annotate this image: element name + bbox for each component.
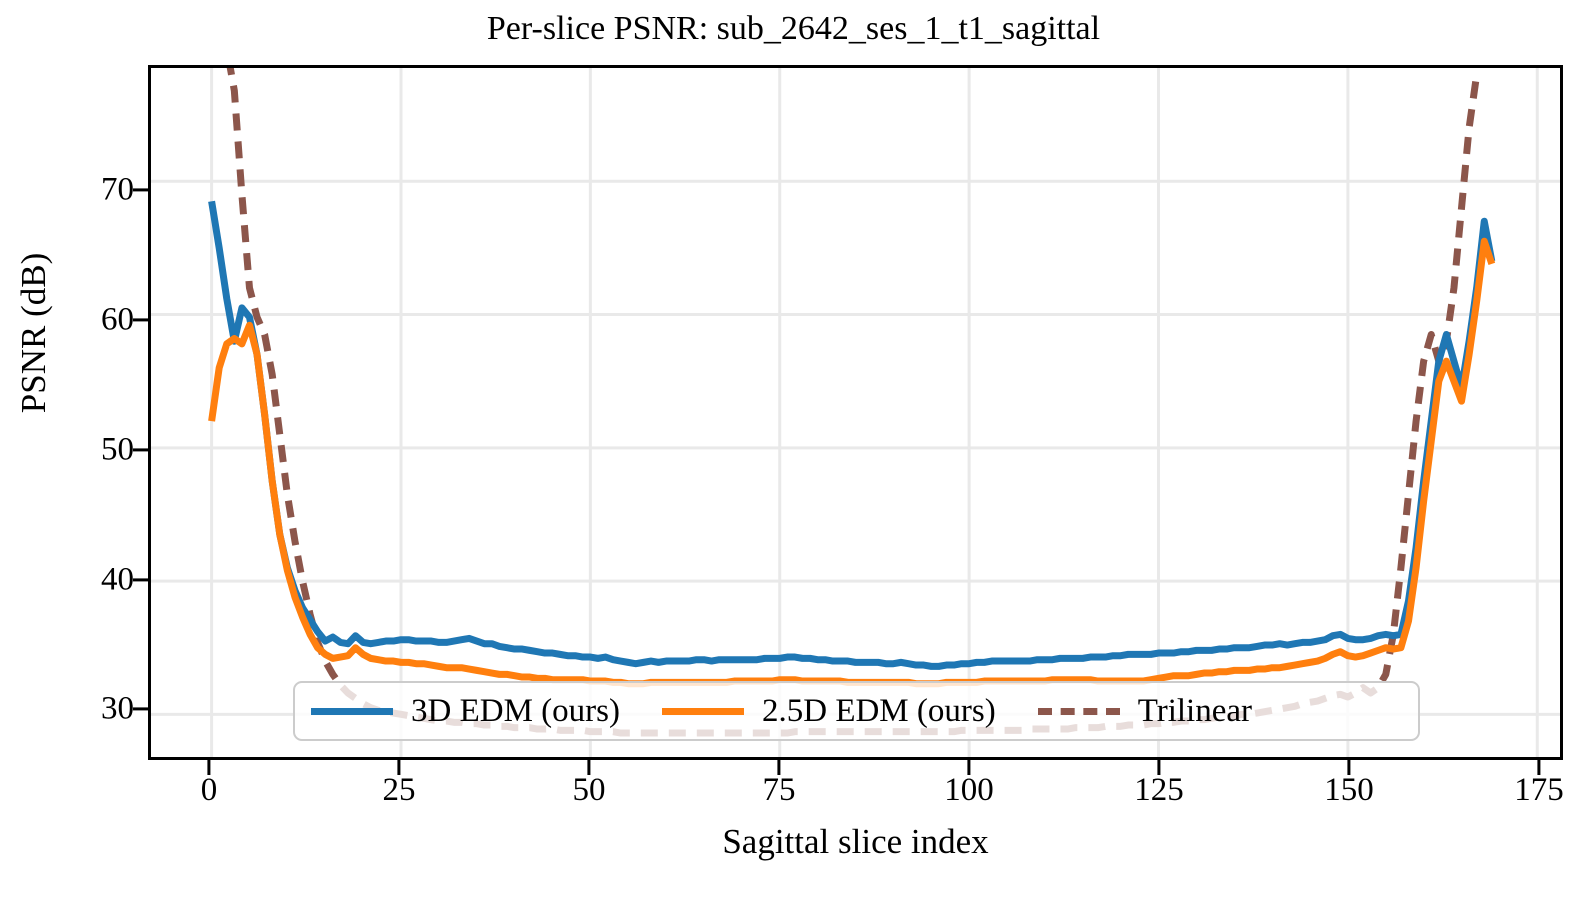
- y-tick-label-70: 70: [101, 171, 134, 208]
- legend-dashed-swatch-icon: [1037, 707, 1120, 715]
- y-tick-mark: [133, 188, 148, 192]
- data-series-layer: [208, 68, 1496, 737]
- legend-label: 2.5D EDM (ours): [761, 692, 996, 729]
- series-plot: [151, 68, 1560, 757]
- legend-entry-trilinear: Trilinear: [1037, 692, 1252, 730]
- x-axis-label: Sagittal slice index: [722, 822, 989, 861]
- x-tick-mark: [777, 760, 781, 775]
- legend-label: Trilinear: [1137, 692, 1252, 729]
- legend-line-swatch-icon: [311, 707, 393, 715]
- legend: 3D EDM (ours) 2.5D EDM (ours) Trilinear: [293, 681, 1420, 741]
- x-tick-label-100: 100: [944, 772, 994, 808]
- page-title: Per-slice PSNR: sub_2642_ses_1_t1_sagitt…: [486, 10, 1101, 47]
- x-tick-mark: [1347, 760, 1351, 775]
- legend-line-swatch-icon: [661, 707, 744, 715]
- x-tick-mark: [967, 760, 971, 775]
- y-tick-mark: [133, 448, 148, 452]
- legend-entry-3d-edm: 3D EDM (ours): [311, 693, 620, 730]
- series-line: [208, 237, 1496, 688]
- plot-area: [148, 65, 1563, 760]
- x-tick-label-75: 75: [762, 772, 796, 808]
- x-tick-mark: [1537, 760, 1541, 775]
- y-tick-mark: [133, 318, 148, 322]
- x-tick-label-175: 175: [1514, 772, 1564, 808]
- legend-label: 3D EDM (ours): [411, 692, 620, 729]
- x-tick-label-50: 50: [572, 772, 606, 808]
- x-tick-mark: [1157, 760, 1161, 775]
- y-tick-label-60: 60: [101, 301, 134, 338]
- legend-entry-25d-edm: 2.5D EDM (ours): [661, 692, 996, 730]
- x-tick-mark: [397, 760, 401, 775]
- y-tick-label-30: 30: [101, 690, 134, 727]
- x-tick-label-25: 25: [382, 772, 416, 808]
- y-tick-mark: [133, 578, 148, 582]
- y-axis-label: PSNR (dB): [14, 252, 53, 414]
- y-tick-label-40: 40: [101, 561, 134, 598]
- series-line: [208, 200, 1496, 670]
- x-tick-label-0: 0: [200, 772, 218, 808]
- y-tick-label-50: 50: [101, 431, 134, 468]
- x-tick-mark: [587, 760, 591, 775]
- x-tick-label-150: 150: [1324, 772, 1374, 808]
- x-tick-label-125: 125: [1134, 772, 1184, 808]
- y-tick-mark: [133, 707, 148, 711]
- x-tick-mark: [207, 760, 211, 775]
